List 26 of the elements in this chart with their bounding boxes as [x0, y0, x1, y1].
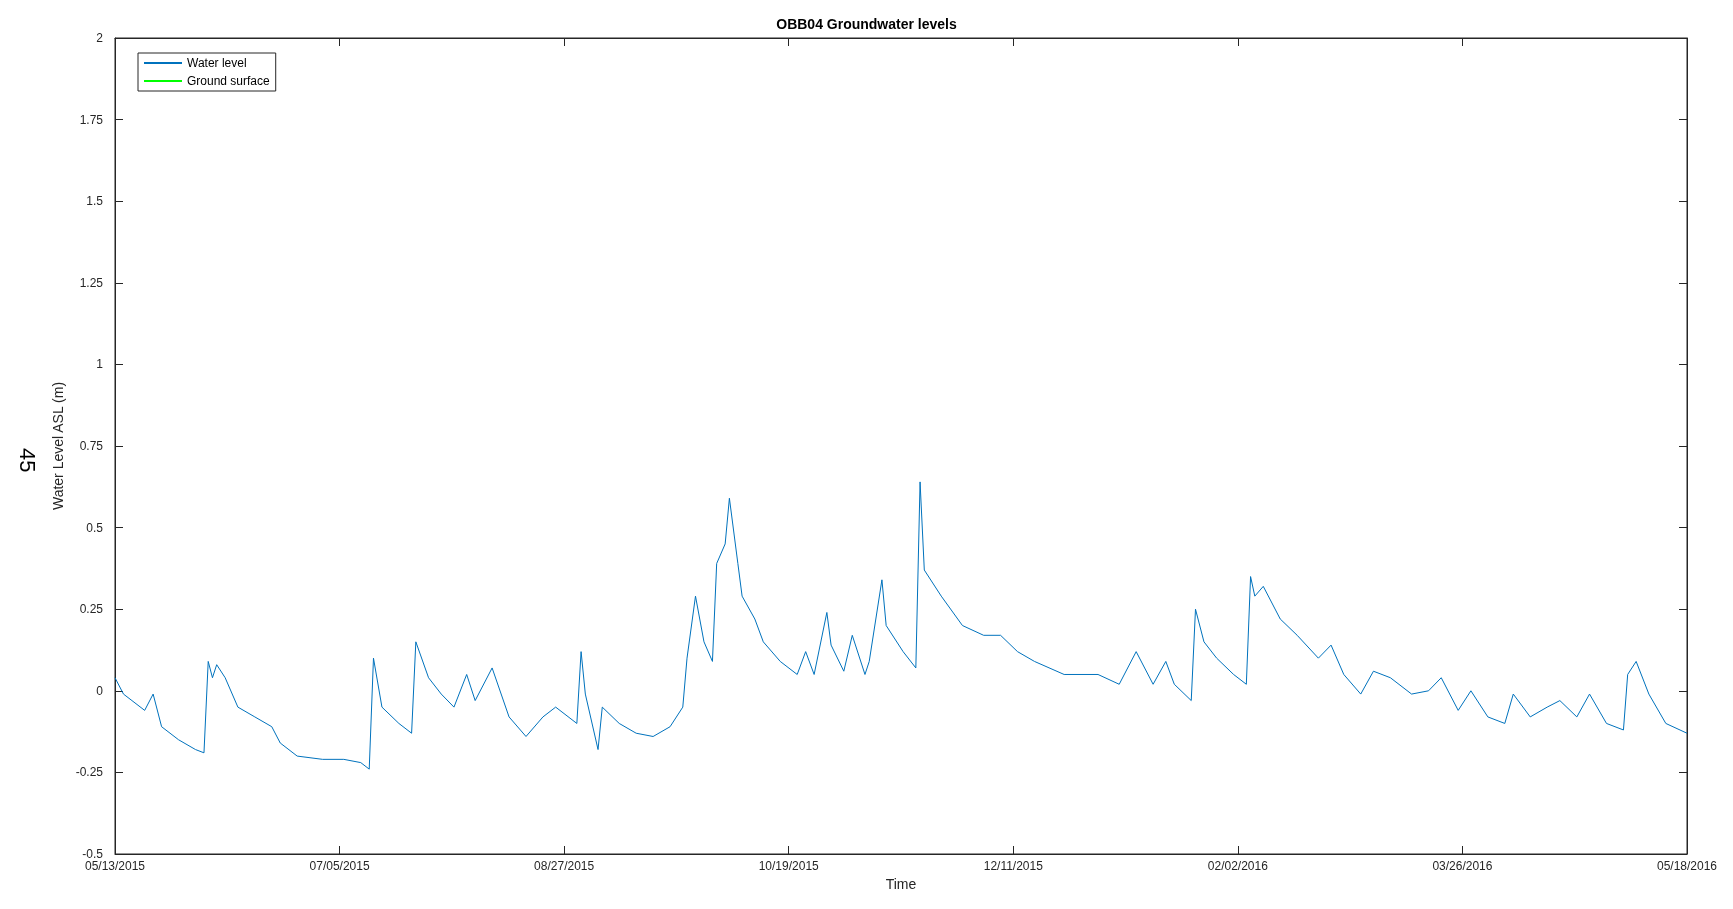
chart-title: OBB04 Groundwater levels	[776, 16, 957, 32]
y-tick-label: 0.75	[79, 439, 104, 453]
y-tick-label: 0.5	[86, 520, 104, 535]
x-tick-label: 03/26/2016	[1432, 859, 1493, 873]
y-tick-label: 1.5	[86, 194, 104, 209]
y-tick-label: 1.25	[79, 275, 104, 290]
y-tick-label: -0.5	[82, 847, 104, 861]
legend-label: Water level	[187, 56, 247, 70]
x-tick-label: 05/13/2015	[84, 859, 146, 873]
x-axis-title: Time	[885, 875, 917, 892]
y-tick-label: 0.25	[79, 602, 104, 617]
legend-label: Ground surface	[187, 74, 271, 88]
y-tick-label: -0.25	[75, 765, 104, 780]
y-tick-label: 1.75	[79, 112, 104, 127]
y-tick-label: 2	[96, 31, 104, 45]
y-axis-title: Water Level ASL (m)	[49, 381, 66, 511]
y-tick-label: 1	[96, 357, 104, 372]
x-tick-label: 08/27/2015	[534, 859, 595, 873]
x-tick-label: 12/11/2015	[983, 859, 1044, 873]
x-tick-label: 07/05/2015	[309, 859, 370, 873]
text: 45	[14, 448, 40, 473]
x-tick-label: 10/19/2015	[758, 859, 820, 873]
y-tick-label: 0	[96, 683, 104, 698]
x-tick-label: 02/02/2016	[1207, 859, 1269, 873]
line-series	[114, 481, 1688, 770]
x-tick-label: 05/18/2016	[1656, 859, 1718, 873]
